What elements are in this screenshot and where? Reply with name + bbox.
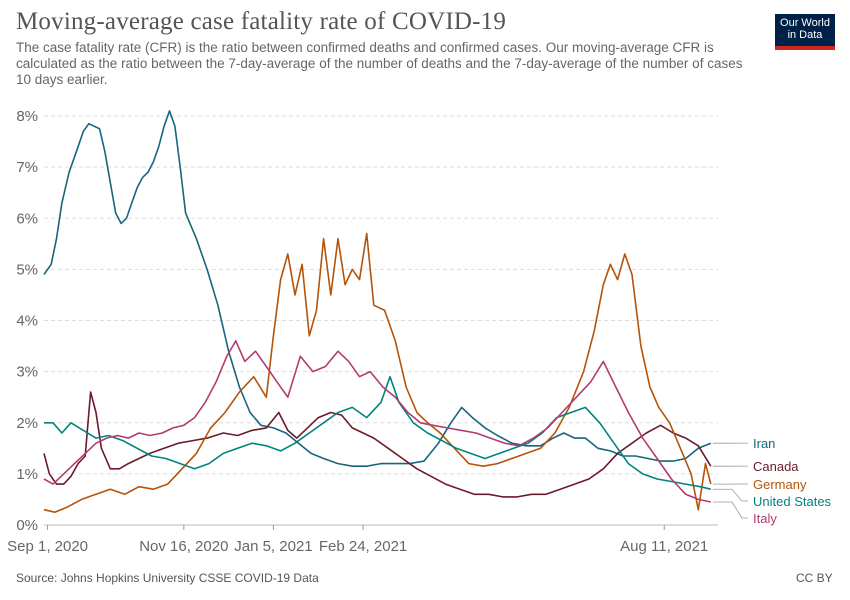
series-line-canada: [43, 391, 712, 498]
y-tick-label: 3%: [16, 364, 38, 381]
chart-subtitle: The case fatality rate (CFR) is the rati…: [16, 40, 743, 87]
label-connector-united-states: [712, 488, 748, 502]
y-tick-label: 5%: [16, 261, 38, 278]
logo-line-1: Our World: [780, 17, 830, 29]
y-tick-label: 1%: [16, 466, 38, 483]
y-tick-label: 6%: [16, 210, 38, 227]
y-tick-label: 2%: [16, 415, 38, 432]
series-line-italy: [43, 340, 711, 503]
y-tick-label: 0%: [16, 517, 38, 534]
x-tick-label: Jan 5, 2021: [234, 538, 312, 555]
y-tick-label: 7%: [16, 159, 38, 176]
owid-logo[interactable]: Our World in Data: [775, 14, 835, 50]
label-connector-italy: [712, 501, 748, 519]
license-link[interactable]: CC BY: [796, 571, 833, 585]
series-label-united-states: United States: [753, 494, 832, 509]
series-line-germany: [43, 232, 712, 513]
series-label-germany: Germany: [753, 477, 807, 492]
x-tick-label: Sep 1, 2020: [7, 538, 88, 555]
series-label-italy: Italy: [753, 511, 777, 526]
y-tick-label: 8%: [16, 108, 38, 125]
series-line-united-states: [44, 375, 711, 490]
series-line-iran: [43, 110, 712, 467]
source-note[interactable]: Source: Johns Hopkins University CSSE CO…: [16, 571, 319, 585]
series-label-canada: Canada: [753, 459, 799, 474]
logo-line-2: in Data: [787, 29, 823, 41]
series-label-iran: Iran: [753, 436, 775, 451]
x-tick-label: Aug 11, 2021: [620, 538, 708, 555]
y-tick-label: 4%: [16, 313, 38, 330]
x-tick-label: Nov 16, 2020: [139, 538, 228, 555]
chart-title: Moving-average case fatality rate of COV…: [16, 8, 507, 35]
x-tick-label: Feb 24, 2021: [319, 538, 407, 555]
